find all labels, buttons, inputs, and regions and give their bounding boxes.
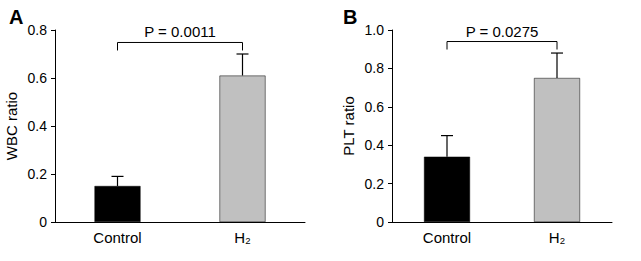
svg-text:B: B — [343, 6, 357, 28]
svg-text:H₂: H₂ — [549, 229, 566, 246]
svg-text:Control: Control — [423, 229, 471, 246]
svg-text:WBC ratio: WBC ratio — [3, 92, 20, 160]
svg-text:0.2: 0.2 — [365, 176, 385, 192]
svg-text:Control: Control — [93, 229, 141, 246]
svg-text:PLT ratio: PLT ratio — [340, 96, 357, 155]
svg-text:0.2: 0.2 — [28, 166, 48, 182]
svg-text:H₂: H₂ — [234, 229, 251, 246]
svg-text:0.4: 0.4 — [365, 137, 385, 153]
svg-text:0.8: 0.8 — [28, 22, 48, 38]
svg-text:P = 0.0275: P = 0.0275 — [466, 23, 539, 40]
svg-text:0.4: 0.4 — [28, 118, 48, 134]
svg-text:1.0: 1.0 — [365, 22, 385, 38]
svg-text:A: A — [9, 6, 23, 28]
svg-text:0: 0 — [376, 214, 384, 230]
svg-text:0.6: 0.6 — [28, 70, 48, 86]
svg-text:P = 0.0011: P = 0.0011 — [144, 23, 216, 40]
svg-text:0: 0 — [39, 214, 47, 230]
svg-text:0.6: 0.6 — [365, 99, 385, 115]
svg-text:0.8: 0.8 — [365, 60, 385, 76]
